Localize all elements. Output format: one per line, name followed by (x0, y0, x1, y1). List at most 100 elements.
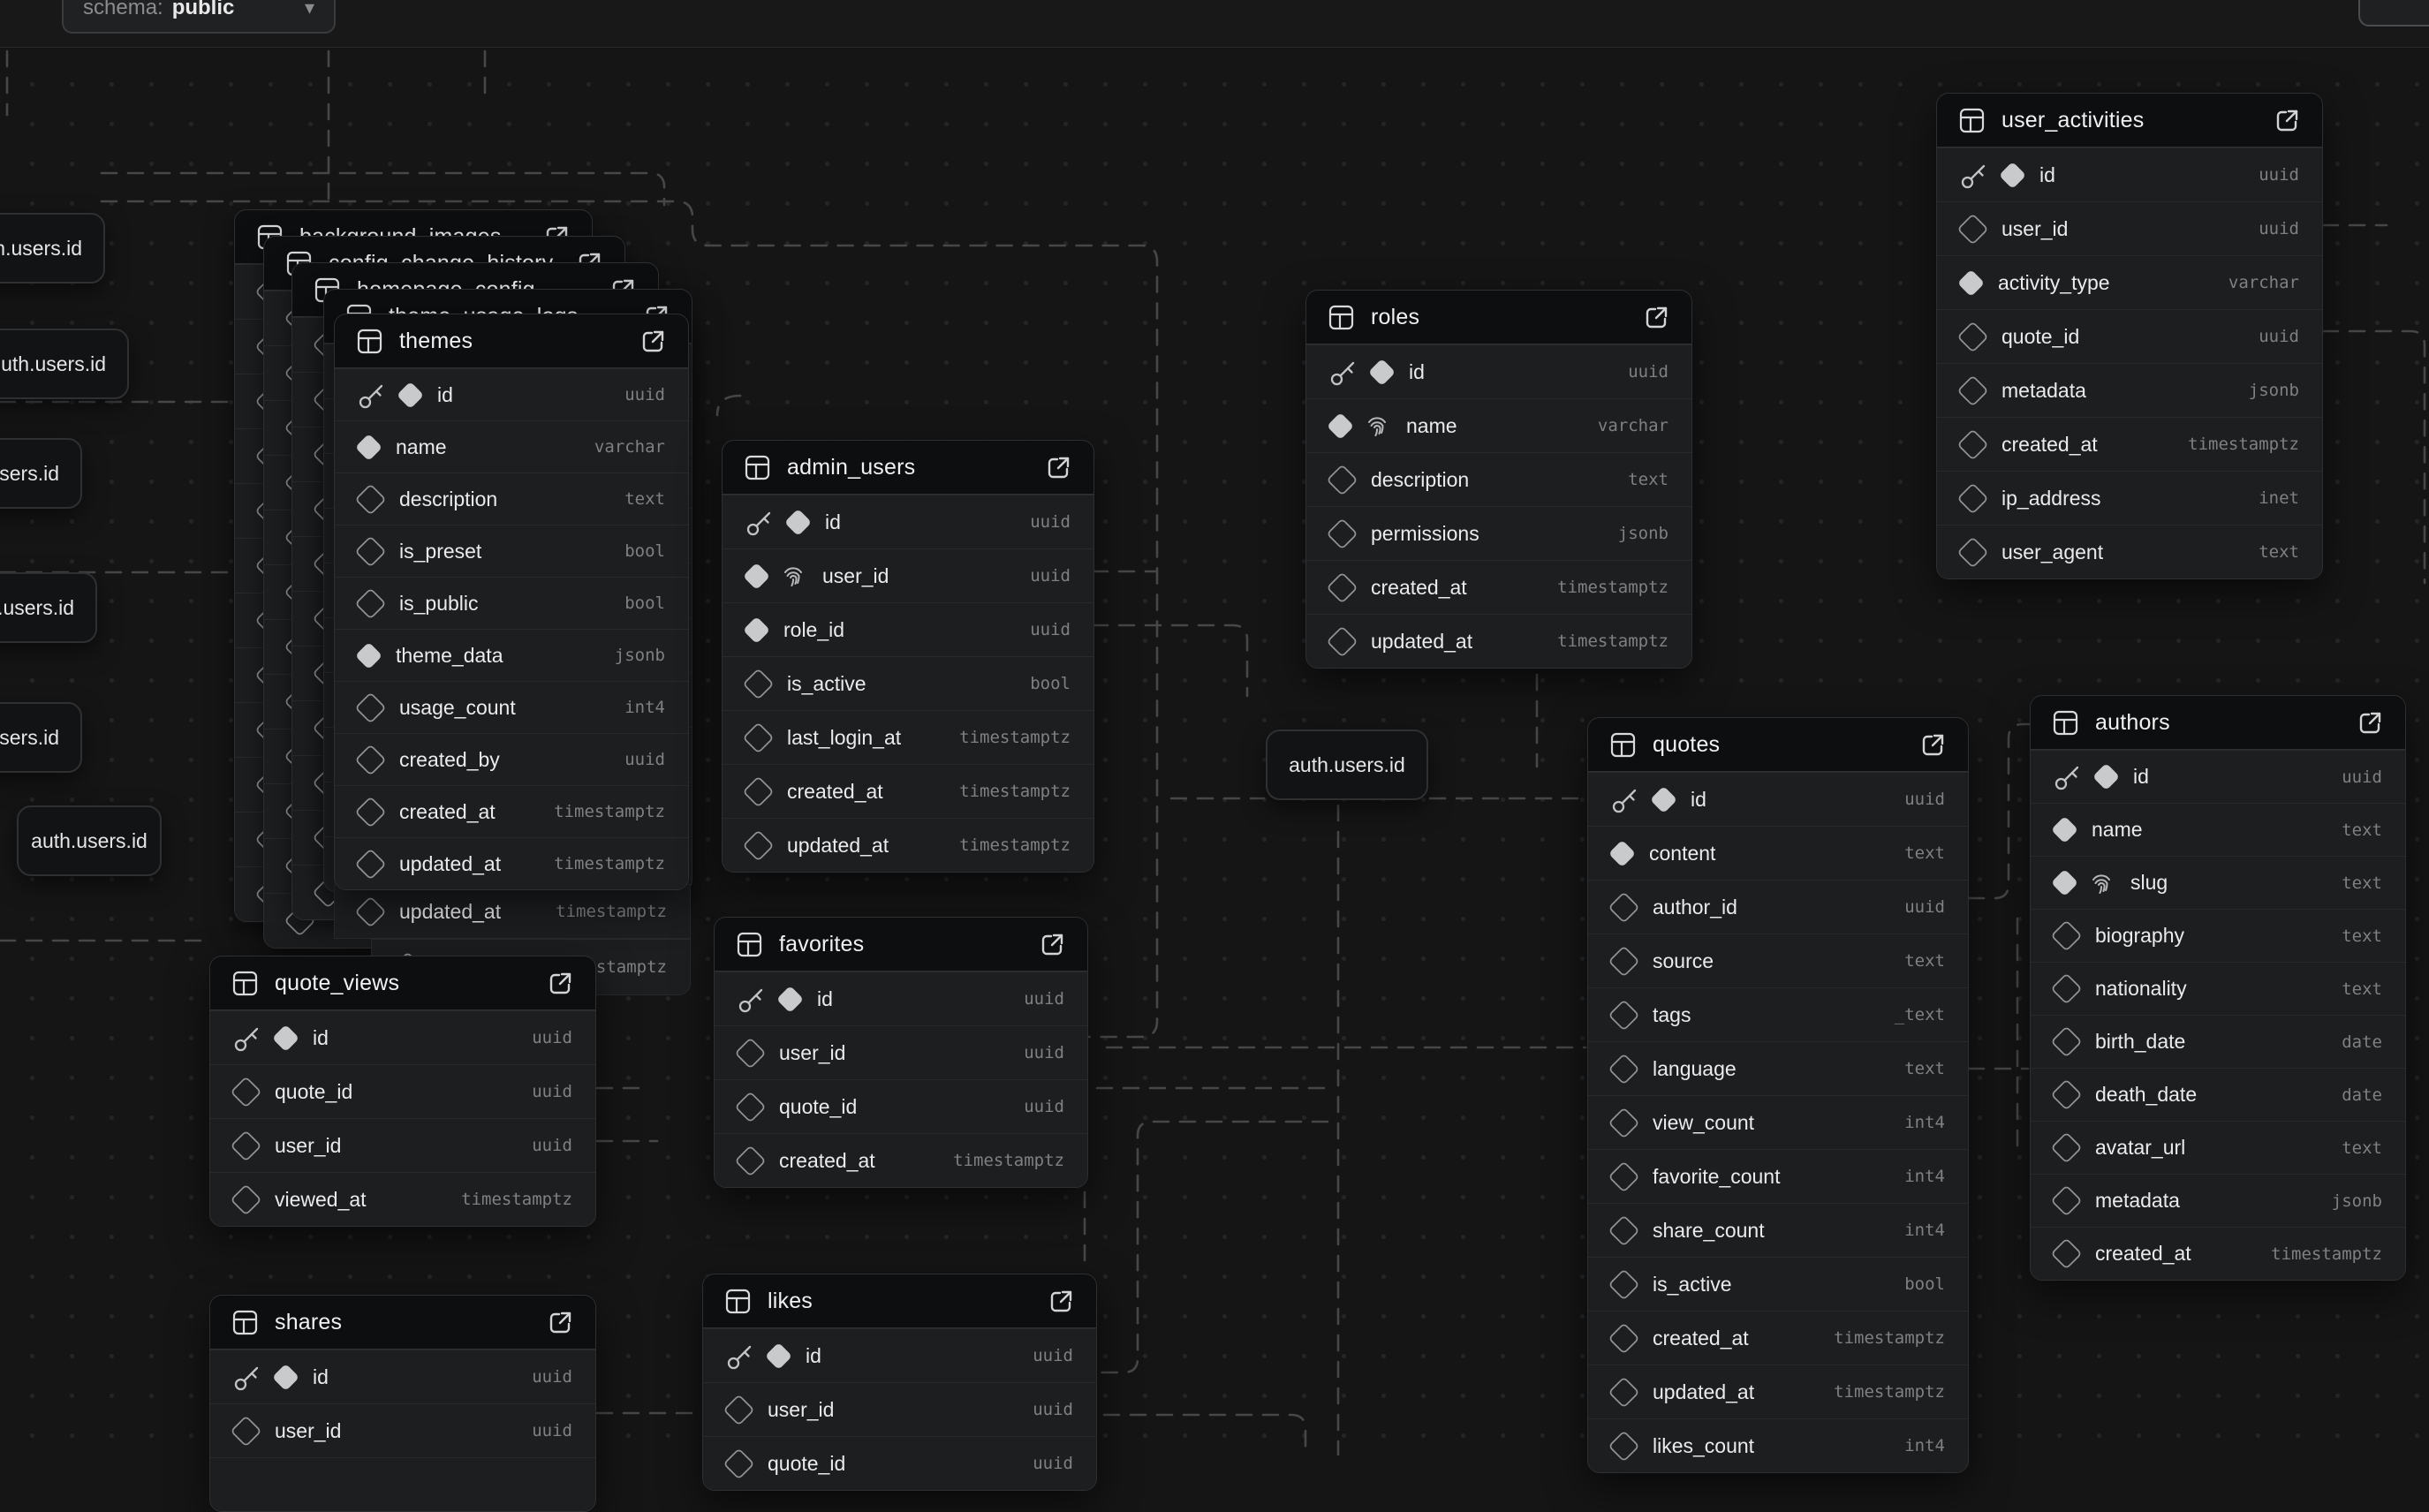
column-row-slug[interactable]: slug text (2031, 856, 2405, 909)
external-link-icon[interactable] (2274, 107, 2301, 134)
column-row-permissions[interactable]: permissions jsonb (1306, 506, 1691, 560)
table-header-quotes[interactable]: quotes (1588, 718, 1968, 772)
column-row-share_count[interactable]: share_count int4 (1588, 1203, 1968, 1257)
column-row-user_id[interactable]: user_id uuid (703, 1382, 1096, 1436)
column-row-tags[interactable]: tags _text (1588, 987, 1968, 1041)
column-row-updated_at[interactable]: updated_at timestamptz (335, 837, 688, 889)
column-row-user_id[interactable]: user_id uuid (210, 1118, 595, 1172)
column-row-user_id[interactable]: user_id uuid (723, 548, 1093, 602)
column-row-description[interactable]: description text (1306, 452, 1691, 506)
column-row-language[interactable]: language text (1588, 1041, 1968, 1095)
column-row-nationality[interactable]: nationality text (2031, 962, 2405, 1015)
table-header-favorites[interactable]: favorites (715, 918, 1087, 971)
table-card-authors[interactable]: authors id uuid name text slug text biography te… (2030, 695, 2406, 1281)
column-row-activity_type[interactable]: activity_type varchar (1937, 255, 2322, 309)
table-card-admin_users[interactable]: admin_users id uuid user_id uuid role_id uuid i… (722, 440, 1094, 873)
column-row-user_id[interactable]: user_id uuid (715, 1025, 1087, 1079)
column-row-id[interactable]: id uuid (335, 368, 688, 420)
table-header-user_activities[interactable]: user_activities (1937, 94, 2322, 147)
column-row-updated_at[interactable]: updated_at timestamptz (1588, 1365, 1968, 1418)
column-row-ip_address[interactable]: ip_address inet (1937, 471, 2322, 525)
column-row-favorite_count[interactable]: favorite_count int4 (1588, 1149, 1968, 1203)
column-row-is_active[interactable]: is_active bool (1588, 1257, 1968, 1311)
column-row-name[interactable]: name varchar (335, 420, 688, 472)
column-row-created_at[interactable]: created_at timestamptz (723, 764, 1093, 818)
ref-chip-auth-users-id[interactable]: uth.users.id (0, 329, 129, 399)
table-card-favorites[interactable]: favorites id uuid user_id uuid quote_id uuid cr… (714, 917, 1088, 1188)
column-row-updated_at[interactable]: updated_at timestamptz (1306, 614, 1691, 668)
external-link-icon[interactable] (1048, 1288, 1075, 1315)
column-row-last_login_at[interactable]: last_login_at timestamptz (723, 710, 1093, 764)
external-link-icon[interactable] (1643, 304, 1670, 331)
toolbar-corner-button[interactable] (2358, 0, 2429, 26)
column-row-user_id[interactable]: user_id uuid (1937, 201, 2322, 255)
column-row-author_id[interactable]: author_id uuid (1588, 880, 1968, 934)
table-card-roles[interactable]: roles id uuid name varchar description text per… (1305, 290, 1692, 669)
external-link-icon[interactable] (639, 328, 667, 355)
ref-chip-auth-users-id[interactable]: sers.id (0, 702, 82, 773)
column-row-created_at[interactable]: created_at timestamptz (1306, 560, 1691, 614)
external-link-icon[interactable] (1045, 454, 1072, 481)
table-header-roles[interactable]: roles (1306, 291, 1691, 344)
column-row-user_id[interactable]: user_id uuid (210, 1403, 595, 1457)
ref-chip-auth-users-id[interactable]: auth.users.id (17, 805, 162, 876)
table-card-user_activities[interactable]: user_activities id uuid user_id uuid activity… (1936, 93, 2323, 579)
column-row-metadata[interactable]: metadata jsonb (2031, 1174, 2405, 1227)
schema-selector[interactable]: schema: public ▾ (62, 0, 336, 34)
column-row-quote_id[interactable]: quote_id uuid (210, 1064, 595, 1118)
table-header-admin_users[interactable]: admin_users (723, 441, 1093, 495)
column-row-id[interactable]: id uuid (210, 1349, 595, 1403)
external-link-icon[interactable] (1039, 931, 1066, 958)
ref-chip-auth-users-id[interactable]: auth.users.id (1266, 730, 1428, 800)
external-link-icon[interactable] (547, 970, 574, 997)
column-row-created_at[interactable]: created_at timestamptz (715, 1133, 1087, 1187)
table-header-shares[interactable]: shares (210, 1296, 595, 1349)
ref-chip-auth-users-id[interactable]: sers.id (0, 438, 82, 509)
column-row-created_at[interactable]: created_at timestamptz (1588, 1311, 1968, 1365)
column-row-id[interactable]: id uuid (2031, 750, 2405, 803)
table-header-likes[interactable]: likes (703, 1274, 1096, 1328)
column-row-description[interactable]: description text (335, 472, 688, 525)
table-header-themes[interactable]: themes (335, 314, 688, 368)
column-row-id[interactable]: id uuid (723, 495, 1093, 548)
column-row-viewed_at[interactable]: viewed_at timestamptz (210, 1172, 595, 1226)
column-row-source[interactable]: source text (1588, 934, 1968, 987)
column-row-id[interactable]: id uuid (703, 1328, 1096, 1382)
column-row-created_at[interactable]: created_at timestamptz (335, 785, 688, 837)
column-row-id[interactable]: id uuid (210, 1010, 595, 1064)
column-row-view_count[interactable]: view_count int4 (1588, 1095, 1968, 1149)
table-card-shares[interactable]: shares id uuid user_id uuid (209, 1295, 596, 1512)
column-row-avatar_url[interactable]: avatar_url text (2031, 1121, 2405, 1174)
column-row-content[interactable]: content text (1588, 826, 1968, 880)
column-row-quote_id[interactable]: quote_id uuid (715, 1079, 1087, 1133)
column-row-user_agent[interactable]: user_agent text (1937, 525, 2322, 578)
table-header-authors[interactable]: authors (2031, 696, 2405, 750)
external-link-icon[interactable] (2357, 709, 2384, 737)
column-row-created_by[interactable]: created_by uuid (335, 733, 688, 785)
column-row-quote_id[interactable]: quote_id uuid (1937, 309, 2322, 363)
external-link-icon[interactable] (1919, 731, 1947, 759)
column-row-name[interactable]: name text (2031, 803, 2405, 856)
column-row-is_active[interactable]: is_active bool (723, 656, 1093, 710)
column-row-usage_count[interactable]: usage_count int4 (335, 681, 688, 733)
column-row-created_at[interactable]: created_at timestamptz (1937, 417, 2322, 471)
ref-chip-auth-users-id[interactable]: .users.id (0, 572, 97, 643)
column-row-id[interactable]: id uuid (715, 971, 1087, 1025)
table-header-quote_views[interactable]: quote_views (210, 956, 595, 1010)
column-row-metadata[interactable]: metadata jsonb (1937, 363, 2322, 417)
external-link-icon[interactable] (547, 1309, 574, 1336)
table-card-themes[interactable]: themes id uuid name varchar description text is… (334, 314, 689, 890)
column-row-death_date[interactable]: death_date date (2031, 1068, 2405, 1121)
column-row-id[interactable]: id uuid (1306, 344, 1691, 398)
ref-chip-auth-users-id[interactable]: n.users.id (0, 213, 105, 284)
column-row-theme_data[interactable]: theme_data jsonb (335, 629, 688, 681)
column-row-id[interactable]: id uuid (1588, 772, 1968, 826)
column-row-is_public[interactable]: is_public bool (335, 577, 688, 629)
table-card-quotes[interactable]: quotes id uuid content text author_id uuid sour… (1587, 717, 1969, 1473)
column-row-role_id[interactable]: role_id uuid (723, 602, 1093, 656)
column-row-biography[interactable]: biography text (2031, 909, 2405, 962)
table-card-quote_views[interactable]: quote_views id uuid quote_id uuid user_id uuid… (209, 956, 596, 1227)
table-card-likes[interactable]: likes id uuid user_id uuid quote_id uuid (702, 1274, 1097, 1491)
column-row-empty[interactable] (210, 1457, 595, 1511)
column-row-updated_at[interactable]: updated_at timestamptz (723, 818, 1093, 872)
